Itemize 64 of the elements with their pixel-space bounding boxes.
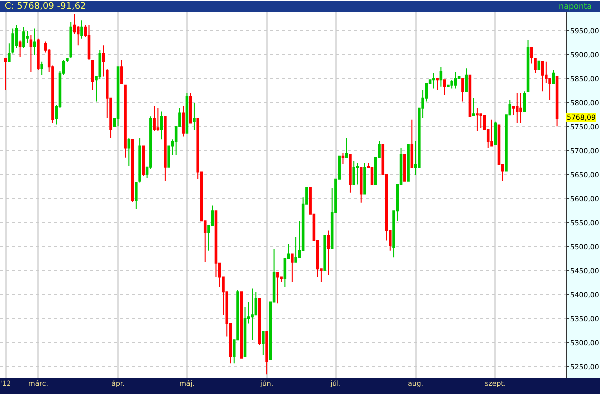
candlestick [4, 58, 8, 91]
candlestick [70, 22, 72, 60]
candlestick [468, 74, 472, 118]
candlestick [276, 272, 280, 304]
candlestick [189, 93, 192, 124]
candlestick [349, 154, 352, 194]
candlestick [251, 288, 254, 341]
candlestick [523, 91, 526, 112]
candlestick [26, 30, 29, 44]
candlestick [153, 106, 156, 132]
candlestick [436, 78, 439, 91]
candlestick [327, 230, 330, 276]
candlestick [356, 162, 360, 186]
candlestick [404, 154, 406, 182]
candlestick [407, 144, 410, 182]
candlestick [182, 106, 185, 138]
candlestick [116, 66, 120, 128]
candlestick [556, 76, 559, 128]
candlestick [360, 167, 363, 204]
candlestick [18, 40, 22, 58]
candlestick [142, 146, 146, 177]
candlestick [164, 116, 167, 182]
candlestick [120, 60, 124, 84]
candlestick [490, 119, 494, 147]
candlestick [352, 160, 356, 186]
chart-title: C: 5768,09 -91,62 [5, 2, 86, 12]
candlestick [193, 102, 196, 130]
candlestick [462, 78, 464, 102]
candlestick [476, 108, 479, 132]
candlestick [186, 93, 189, 134]
candlestick [552, 70, 556, 84]
candlestick [131, 139, 134, 203]
candlestick [160, 111, 164, 140]
candlestick [37, 38, 40, 72]
candlestick [324, 236, 326, 272]
candlestick [128, 138, 131, 167]
candlestick [33, 28, 36, 56]
candlestick [494, 121, 497, 146]
candlestick [465, 68, 468, 92]
candlestick [258, 298, 262, 346]
candlestick [262, 331, 265, 356]
candlestick [80, 20, 84, 40]
candlestick [342, 152, 345, 166]
candlestick [240, 292, 244, 359]
candlestick [364, 162, 366, 195]
candlestick [40, 61, 44, 76]
candlestick [124, 84, 127, 158]
candlestick [541, 61, 544, 92]
candlestick [22, 26, 26, 48]
candlestick [266, 331, 268, 376]
candlestick [345, 138, 348, 158]
candlestick [156, 108, 160, 132]
candlestick [454, 71, 458, 90]
candlestick [520, 93, 522, 124]
candlestick [443, 80, 446, 96]
candlestick [291, 254, 294, 283]
candlestick [526, 40, 530, 92]
candlestick [516, 93, 519, 124]
text: naponta [559, 2, 592, 11]
candlestick [472, 98, 476, 116]
candlestick [410, 119, 414, 168]
candlestick [432, 72, 436, 90]
candlestick [440, 66, 443, 88]
candlestick [30, 35, 33, 72]
